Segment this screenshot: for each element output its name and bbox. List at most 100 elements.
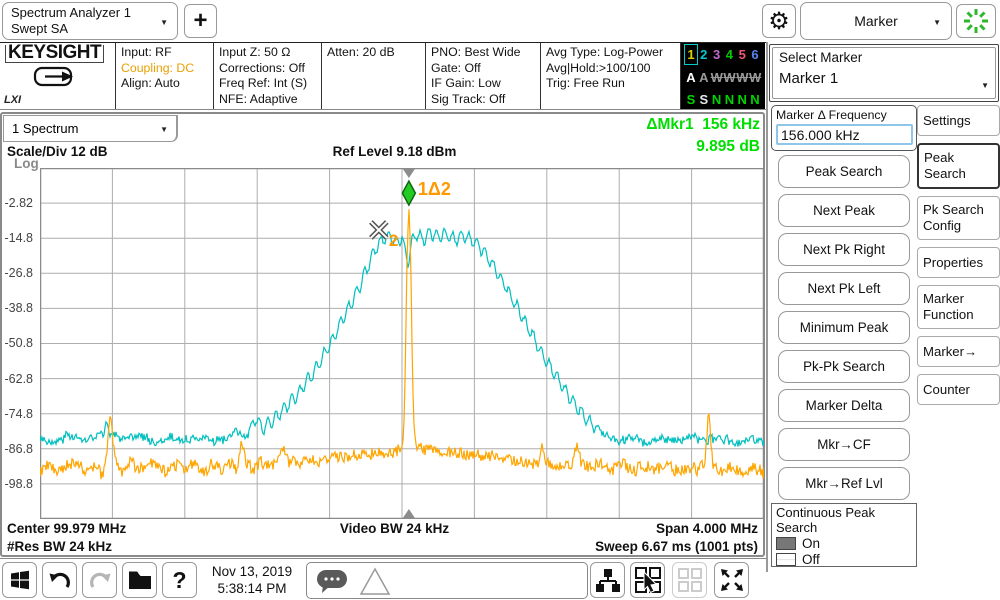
add-window-button[interactable]: + (184, 4, 217, 38)
ref-level-readout: Ref Level 9.18 dBm (332, 144, 457, 159)
tab-settings[interactable]: Settings (917, 105, 1000, 136)
trace-legend-cell[interactable]: S (699, 92, 709, 107)
bottom-toolbar: ? Nov 13, 2019 5:38:14 PM (0, 558, 766, 600)
y-tick: -98.8 (4, 477, 34, 491)
brand-block: KEYSIGHT LXI (0, 43, 116, 109)
minimum-peak-button[interactable]: Minimum Peak (778, 311, 910, 344)
next-peak-button[interactable]: Next Peak (778, 194, 910, 227)
peak-search-button[interactable]: Peak Search (778, 155, 910, 188)
marker-delta-frequency-label: Marker Δ Frequency (776, 108, 887, 122)
y-tick: -14.8 (4, 231, 34, 245)
marker-menu-dropdown[interactable]: Marker ▼ (800, 2, 952, 40)
avg-settings: Avg Type: Log-Power Avg|Hold:>100/100 Tr… (541, 43, 681, 109)
pk-pk-search-button[interactable]: Pk-Pk Search (778, 350, 910, 383)
trace-legend-cell[interactable]: 4 (725, 47, 733, 62)
pno-settings: PNO: Best Wide Gate: Off IF Gain: Low Si… (426, 43, 541, 109)
select-marker-dropdown[interactable]: Select Marker Marker 1 ▼ (772, 47, 996, 99)
tab-marker-to[interactable]: Marker→ (917, 336, 1000, 367)
datetime-display: Nov 13, 2019 5:38:14 PM (200, 563, 304, 597)
sweep-readout: Sweep 6.67 ms (1001 pts) (595, 539, 758, 554)
message-bar[interactable] (306, 562, 588, 599)
trace-legend-cell[interactable]: A (686, 69, 696, 85)
marker-tabs-column: Settings Peak Search Pk Search Config Pr… (917, 105, 1000, 405)
marker2-label: 2 (389, 231, 398, 250)
trace-legend-cell[interactable]: 5 (738, 47, 746, 62)
brand-logo: KEYSIGHT (5, 43, 105, 63)
undo-icon (49, 572, 70, 588)
trace-legend-cell[interactable]: N (737, 92, 747, 107)
tab-pk-search-config[interactable]: Pk Search Config (917, 196, 1000, 240)
fullscreen-button[interactable] (714, 562, 749, 598)
time-text: 5:38:14 PM (217, 581, 287, 596)
delta-marker-amp: 9.895 dB (696, 138, 760, 155)
spectrum-plot[interactable]: 1Δ2 2 (40, 168, 764, 519)
continuous-off-option[interactable]: Off (776, 551, 912, 567)
windows-menu-button[interactable] (2, 562, 37, 598)
warning-triangle-icon (359, 567, 391, 595)
undo-button[interactable] (42, 562, 77, 598)
input-z-line: Input Z: 50 Ω (219, 45, 291, 59)
input-line: Input: RF (121, 45, 172, 59)
continuous-peak-search-box: Continuous Peak Search On Off (771, 503, 917, 567)
y-tick: -50.8 (4, 336, 34, 350)
span-readout: Span 4.000 MHz (655, 521, 758, 536)
atten-settings: Atten: 20 dB (322, 43, 426, 109)
windows-icon (10, 570, 29, 590)
trace-legend-cell[interactable]: 6 (751, 47, 759, 62)
trace-legend-cell[interactable]: W (710, 69, 723, 85)
delta-marker-diamond (401, 179, 417, 207)
marker-delta-frequency-input[interactable] (776, 124, 913, 145)
trace-legend-cell[interactable]: S (686, 92, 696, 107)
marker-delta-button[interactable]: Marker Delta (778, 389, 910, 422)
delta-marker-label: 1Δ2 (418, 179, 451, 199)
app-subtitle: Swept SA (11, 21, 69, 36)
tab-peak-search[interactable]: Peak Search (917, 143, 1000, 189)
trace-legend-cell[interactable]: W (748, 69, 762, 85)
help-button[interactable]: ? (162, 562, 197, 598)
trace-legend-cell[interactable]: A (699, 69, 709, 85)
grid-icon (677, 568, 702, 592)
trace-legend-cell[interactable]: N (711, 92, 722, 107)
y-tick: -86.8 (4, 442, 34, 456)
trace-selector-dropdown[interactable]: 1 Spectrum ▼ (3, 115, 178, 142)
trace-legend-cell[interactable]: N (750, 92, 760, 107)
gear-icon[interactable]: ⚙ (762, 4, 796, 38)
next-pk-right-button[interactable]: Next Pk Right (778, 233, 910, 266)
atten-line: Atten: 20 dB (327, 45, 395, 59)
redo-button[interactable] (82, 562, 117, 598)
block-diagram-button[interactable] (590, 562, 625, 598)
tab-counter[interactable]: Counter (917, 374, 1000, 405)
y-tick: -62.8 (4, 372, 34, 386)
touch-layout-button[interactable] (630, 562, 665, 598)
marker-delta-frequency-box: Marker Δ Frequency (771, 105, 917, 151)
next-pk-left-button[interactable]: Next Pk Left (778, 272, 910, 305)
input-settings: Input: RF Coupling: DC Align: Auto (116, 43, 214, 109)
mkr-to-cf-button[interactable]: Mkr→CF (778, 428, 910, 461)
trace-legend-cell[interactable]: 1 (684, 44, 698, 65)
trace-legend-cell[interactable]: 2 (700, 47, 708, 62)
grid-layout-button[interactable] (672, 562, 707, 598)
marker-menu-label: Marker (854, 13, 898, 29)
delta-marker-freq: 156 kHz (702, 116, 760, 133)
file-button[interactable] (122, 562, 157, 598)
date-text: Nov 13, 2019 (211, 564, 293, 579)
chevron-down-icon: ▼ (160, 125, 168, 134)
tab-properties[interactable]: Properties (917, 247, 1000, 278)
trace-legend-cell[interactable]: N (724, 92, 735, 107)
system-info-strip: KEYSIGHT LXI Input: RF Coupling: DC Alig… (0, 42, 766, 110)
tab-marker-function[interactable]: Marker Function (917, 285, 1000, 329)
app-title: Spectrum Analyzer 1 (11, 5, 131, 20)
align-line: Align: Auto (121, 76, 180, 90)
trace-legend-cell[interactable]: W (723, 69, 736, 85)
sweep-arrow-icon (33, 66, 73, 86)
app-mode-dropdown[interactable]: Spectrum Analyzer 1 Swept SA ▼ (2, 2, 178, 40)
continuous-sweep-button[interactable] (956, 4, 996, 38)
trace-legend-cell[interactable]: W (736, 69, 749, 85)
trace-legend-cell[interactable]: 3 (712, 47, 721, 62)
mkr-to-ref-lvl-button[interactable]: Mkr→Ref Lvl (778, 467, 910, 500)
expand-arrows-icon (720, 569, 743, 591)
continuous-on-option[interactable]: On (776, 535, 912, 551)
